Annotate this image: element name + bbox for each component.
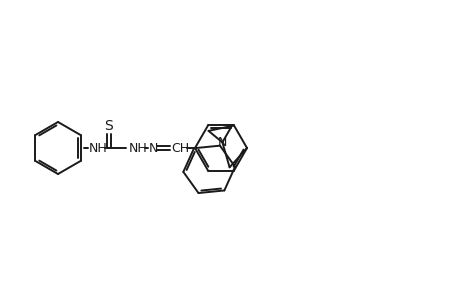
Text: CH: CH: [171, 142, 189, 154]
Text: NH: NH: [89, 142, 107, 154]
Text: S: S: [104, 119, 113, 133]
Text: NH: NH: [129, 142, 147, 154]
Text: N: N: [149, 142, 158, 154]
Text: N: N: [217, 136, 227, 149]
